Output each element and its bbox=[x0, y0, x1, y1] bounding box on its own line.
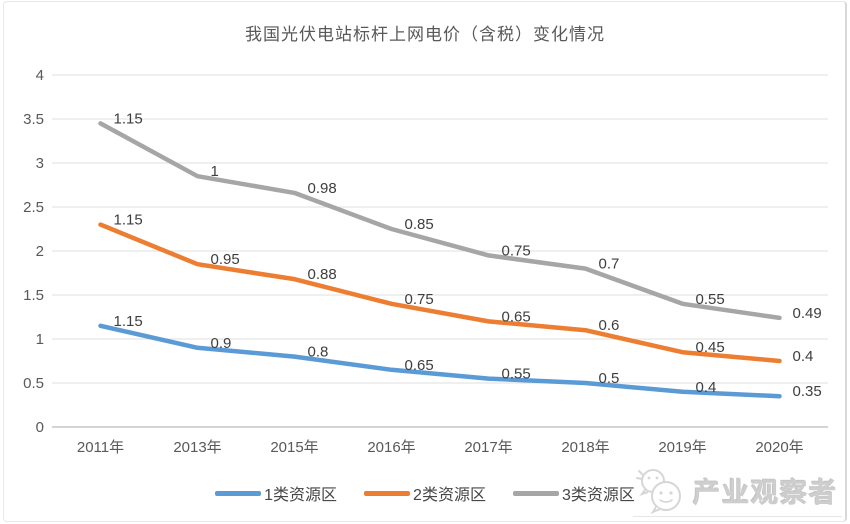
legend-item-2: 2类资源区 bbox=[364, 481, 486, 505]
y-tick-label: 0.5 bbox=[23, 375, 44, 392]
data-label: 0.75 bbox=[405, 291, 434, 308]
y-tick-label: 3.5 bbox=[23, 111, 44, 128]
x-tick-label: 2011年 bbox=[77, 439, 124, 456]
x-tick-label: 2019年 bbox=[658, 439, 706, 456]
data-label: 0.88 bbox=[308, 266, 337, 283]
data-label: 0.75 bbox=[502, 242, 531, 259]
data-label: 0.8 bbox=[308, 344, 329, 361]
legend-label: 3类资源区 bbox=[561, 487, 635, 504]
y-tick-label: 2.5 bbox=[23, 199, 44, 216]
data-label: 1 bbox=[211, 163, 219, 180]
y-tick-label: 3 bbox=[36, 155, 44, 172]
x-tick-label: 2013年 bbox=[173, 439, 221, 456]
data-label: 0.55 bbox=[502, 366, 531, 383]
line-chart-plot-area: 0 0.5 1 1.5 2 2.5 3 3.5 4 2011年 2013年 2015年 2016年 201… bbox=[23, 67, 828, 456]
data-label: 0.45 bbox=[696, 339, 725, 356]
data-label: 0.5 bbox=[599, 370, 620, 387]
data-label: 0.98 bbox=[308, 180, 337, 197]
legend-label: 1类资源区 bbox=[264, 487, 338, 504]
legend: 1类资源区 2类资源区 3类资源区 bbox=[0, 481, 850, 505]
legend-line-swatch bbox=[512, 490, 559, 496]
x-tick-label: 2018年 bbox=[561, 439, 609, 456]
data-label: 1.15 bbox=[114, 313, 143, 330]
y-tick-label: 1.5 bbox=[23, 287, 44, 304]
x-tick-label: 2020年 bbox=[755, 439, 803, 456]
series-line-3 bbox=[98, 121, 782, 321]
chart-title: 我国光伏电站标杆上网电价（含税）变化情况 bbox=[245, 25, 605, 44]
y-tick-label: 2 bbox=[36, 243, 44, 260]
x-tick-label: 2015年 bbox=[270, 439, 318, 456]
series-line-1 bbox=[98, 323, 782, 399]
watermark-text: 产业观察者 bbox=[693, 477, 838, 508]
legend-line-swatch bbox=[364, 490, 411, 496]
data-label: 0.4 bbox=[793, 348, 814, 365]
x-tick-label: 2016年 bbox=[367, 439, 415, 456]
y-tick-label: 0 bbox=[36, 419, 44, 436]
y-tick-label: 1 bbox=[36, 331, 44, 348]
legend-label: 2类资源区 bbox=[413, 487, 486, 504]
data-label: 0.85 bbox=[405, 216, 434, 233]
data-label: 1.15 bbox=[114, 212, 143, 229]
data-label: 0.65 bbox=[405, 357, 434, 374]
data-label: 0.35 bbox=[793, 383, 822, 400]
data-label: 0.95 bbox=[211, 251, 240, 268]
data-label: 0.55 bbox=[696, 291, 725, 308]
data-label: 1.15 bbox=[114, 110, 143, 127]
y-tick-label: 4 bbox=[36, 67, 44, 84]
legend-line-swatch bbox=[215, 490, 262, 496]
legend-item-1: 1类资源区 bbox=[215, 481, 337, 505]
series-line-2 bbox=[98, 222, 782, 364]
wechat-icon bbox=[636, 469, 681, 515]
legend-item-3: 3类资源区 bbox=[512, 481, 635, 505]
x-tick-label: 2017年 bbox=[464, 439, 512, 456]
data-label: 0.7 bbox=[599, 256, 620, 273]
data-label: 0.6 bbox=[599, 317, 620, 334]
watermark: 产业观察者 bbox=[633, 464, 842, 517]
data-label: 0.49 bbox=[793, 305, 822, 322]
data-label: 0.4 bbox=[696, 379, 717, 396]
data-label: 0.9 bbox=[211, 335, 232, 352]
data-label: 0.65 bbox=[502, 308, 531, 325]
